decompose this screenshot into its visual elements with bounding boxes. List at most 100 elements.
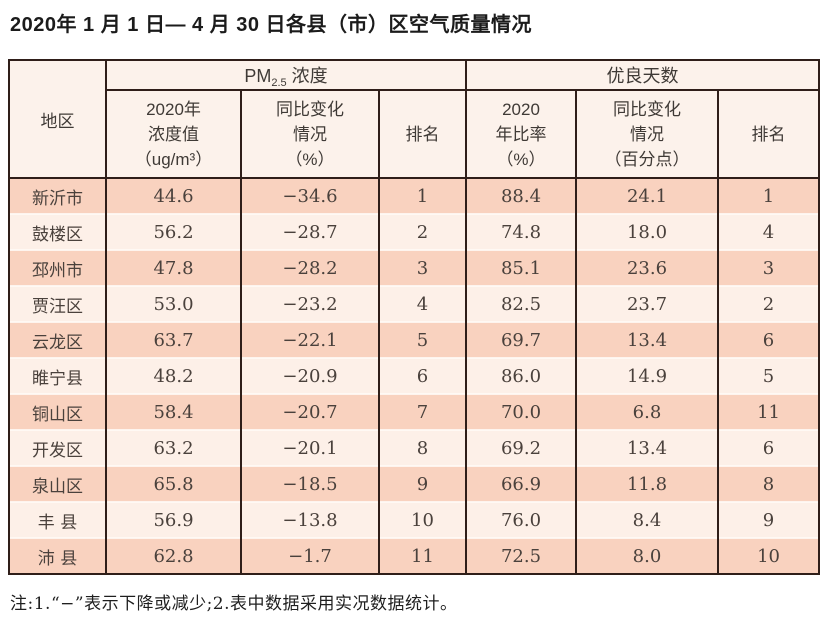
good-rank-cell: 4 [716, 213, 821, 250]
pm-change-cell: −1.7 [240, 537, 380, 574]
region-cell: 新沂市 [8, 177, 107, 214]
header-line: （ug/m³） [134, 149, 213, 169]
footnote: 注:1.“−”表示下降或减少;2.表中数据采用实况数据统计。 [10, 594, 458, 614]
group-header-row: 地区 PM2.5 浓度 优良天数 [8, 60, 821, 179]
pm-rank-cell: 5 [378, 321, 467, 358]
good-ratio-cell: 74.8 [465, 213, 577, 250]
table-row: 丰 县 56.9 −13.8 10 76.0 8.4 9 [8, 501, 821, 538]
region-cell: 泉山区 [8, 465, 107, 502]
good-ratio-cell: 66.9 [465, 465, 577, 502]
good-rank-cell: 5 [716, 357, 821, 394]
header-line: 情况 [293, 124, 327, 144]
good-ratio-cell: 76.0 [465, 501, 577, 538]
good-change-cell: 13.4 [575, 429, 719, 466]
region-cell: 沛 县 [8, 537, 107, 574]
header-line: （百分点） [604, 149, 690, 169]
header-line: 2020年 [146, 99, 201, 119]
column-group-pm25: PM2.5 浓度 [105, 60, 467, 91]
good-change-cell: 14.9 [575, 357, 719, 394]
good-change-cell: 11.8 [575, 465, 719, 502]
good-ratio-cell: 70.0 [465, 393, 577, 430]
table-row: 泉山区 65.8 −18.5 9 66.9 11.8 8 [8, 465, 821, 502]
pm-change-cell: −28.2 [240, 249, 380, 286]
region-cell: 鼓楼区 [8, 213, 107, 250]
pm-change-cell: −20.1 [240, 429, 380, 466]
region-cell: 睢宁县 [8, 357, 107, 394]
pm-value-cell: 44.6 [105, 177, 242, 214]
pm-value-cell: 56.9 [105, 501, 242, 538]
pm-rank-cell: 4 [378, 285, 467, 322]
good-ratio-cell: 72.5 [465, 537, 577, 574]
pm-rank-cell: 6 [378, 357, 467, 394]
header-line: 情况 [630, 124, 664, 144]
pm-change-cell: −20.9 [240, 357, 380, 394]
table-row: 贾汪区 53.0 −23.2 4 82.5 23.7 2 [8, 285, 821, 322]
region-cell: 铜山区 [8, 393, 107, 430]
header-line: 同比变化 [276, 99, 344, 119]
pm-rank-cell: 8 [378, 429, 467, 466]
good-change-cell: 23.7 [575, 285, 719, 322]
column-header-good-ratio: 2020 年比率 （%） [465, 90, 577, 179]
header-line: （%） [496, 149, 546, 169]
header-line: 浓度值 [148, 124, 199, 144]
good-rank-cell: 8 [716, 465, 821, 502]
pm-value-cell: 56.2 [105, 213, 242, 250]
pm-rank-cell: 2 [378, 213, 467, 250]
table-row: 沛 县 62.8 −1.7 11 72.5 8.0 10 [8, 537, 821, 574]
good-change-cell: 8.4 [575, 501, 719, 538]
pm-value-cell: 65.8 [105, 465, 242, 502]
good-change-cell: 23.6 [575, 249, 719, 286]
region-cell: 邳州市 [8, 249, 107, 286]
page-title: 2020年 1 月 1 日— 4 月 30 日各县（市）区空气质量情况 [10, 14, 533, 36]
table-row: 鼓楼区 56.2 −28.7 2 74.8 18.0 4 [8, 213, 821, 250]
good-rank-cell: 3 [716, 249, 821, 286]
pm-value-cell: 63.7 [105, 321, 242, 358]
column-group-good-days: 优良天数 [464, 60, 821, 91]
header-line: 同比变化 [613, 99, 681, 119]
pm-change-cell: −23.2 [240, 285, 380, 322]
pm-label-prefix: PM [244, 65, 272, 86]
pm-value-cell: 63.2 [105, 429, 242, 466]
good-change-cell: 8.0 [575, 537, 719, 574]
good-rank-cell: 1 [716, 177, 821, 214]
column-header-pm-rank: 排名 [378, 90, 467, 179]
pm-rank-cell: 7 [378, 393, 467, 430]
good-change-cell: 24.1 [575, 177, 719, 214]
header-line: 2020 [502, 99, 540, 119]
table-row: 开发区 63.2 −20.1 8 69.2 13.4 6 [8, 429, 821, 466]
column-header-pm-change: 同比变化 情况 （%） [240, 90, 380, 179]
pm-change-cell: −28.7 [240, 213, 380, 250]
good-ratio-cell: 69.2 [465, 429, 577, 466]
pm-rank-cell: 9 [378, 465, 467, 502]
good-rank-cell: 9 [716, 501, 821, 538]
table-row: 新沂市 44.6 −34.6 1 88.4 24.1 1 [8, 177, 821, 214]
good-ratio-cell: 86.0 [465, 357, 577, 394]
table-header: 地区 PM2.5 浓度 优良天数 2020年 浓度值 （ug/m³） 同比变化 … [8, 60, 821, 179]
good-change-cell: 6.8 [575, 393, 719, 430]
pm-change-cell: −22.1 [240, 321, 380, 358]
pm-change-cell: −20.7 [240, 393, 380, 430]
pm-value-cell: 58.4 [105, 393, 242, 430]
table-row: 云龙区 63.7 −22.1 5 69.7 13.4 6 [8, 321, 821, 358]
table-row: 睢宁县 48.2 −20.9 6 86.0 14.9 5 [8, 357, 821, 394]
region-cell: 开发区 [8, 429, 107, 466]
column-header-region: 地区 [8, 60, 107, 179]
good-rank-cell: 6 [716, 321, 821, 358]
pm-label-subscript: 2.5 [271, 76, 287, 89]
good-rank-cell: 2 [716, 285, 821, 322]
pm-rank-cell: 10 [378, 501, 467, 538]
pm-value-cell: 47.8 [105, 249, 242, 286]
region-cell: 丰 县 [8, 501, 107, 538]
table-row: 邳州市 47.8 −28.2 3 85.1 23.6 3 [8, 249, 821, 286]
pm-rank-cell: 11 [378, 537, 467, 574]
header-line: （%） [285, 149, 335, 169]
pm-change-cell: −13.8 [240, 501, 380, 538]
region-cell: 云龙区 [8, 321, 107, 358]
pm-rank-cell: 3 [378, 249, 467, 286]
sub-header-row: 2020年 浓度值 （ug/m³） 同比变化 情况 （%） 排名 2020 年比… [9, 90, 821, 179]
good-ratio-cell: 85.1 [465, 249, 577, 286]
table-row: 铜山区 58.4 −20.7 7 70.0 6.8 11 [8, 393, 821, 430]
column-header-good-change: 同比变化 情况 （百分点） [575, 90, 719, 179]
region-cell: 贾汪区 [8, 285, 107, 322]
